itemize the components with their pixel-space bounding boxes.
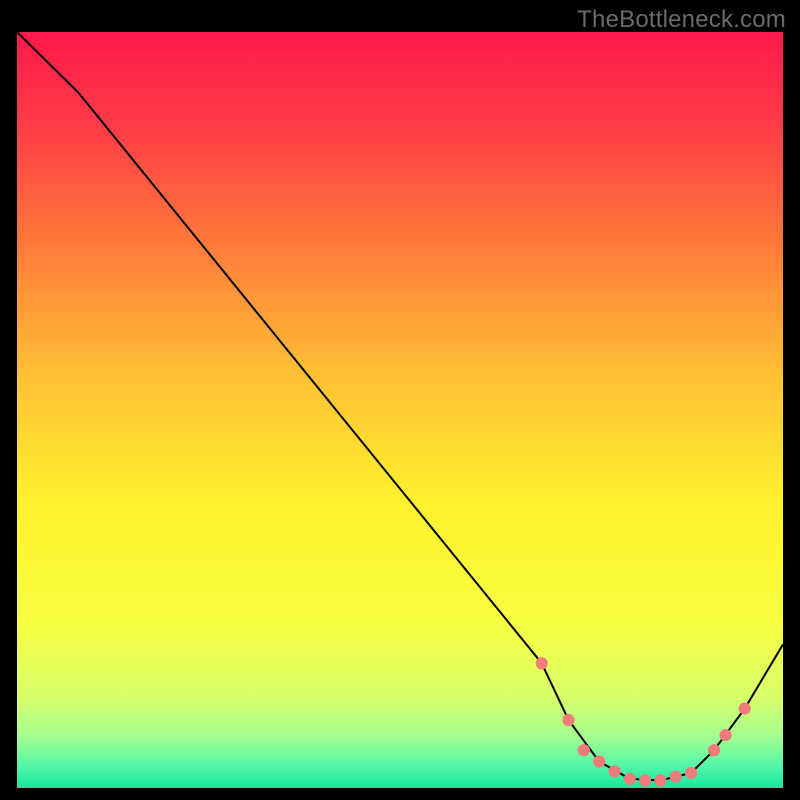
curve-marker xyxy=(720,729,731,740)
plot-svg xyxy=(17,32,783,788)
curve-marker xyxy=(685,767,696,778)
curve-marker xyxy=(708,745,719,756)
curve-marker xyxy=(536,658,547,669)
curve-marker xyxy=(594,756,605,767)
curve-marker xyxy=(624,773,635,784)
curve-marker xyxy=(578,745,589,756)
curve-marker xyxy=(563,714,574,725)
curve-marker xyxy=(739,703,750,714)
watermark-text: TheBottleneck.com xyxy=(577,6,786,34)
curve-marker xyxy=(655,775,666,786)
curve-marker xyxy=(640,775,651,786)
plot-background xyxy=(17,32,783,788)
plot-area xyxy=(17,32,783,788)
curve-marker xyxy=(670,771,681,782)
curve-marker xyxy=(609,766,620,777)
